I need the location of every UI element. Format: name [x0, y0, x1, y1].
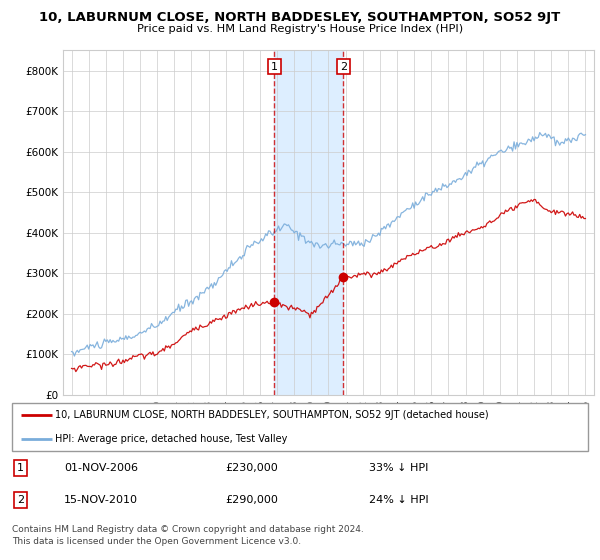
Text: 24% ↓ HPI: 24% ↓ HPI [369, 495, 429, 505]
Text: 15-NOV-2010: 15-NOV-2010 [64, 495, 138, 505]
Text: 1: 1 [271, 62, 278, 72]
FancyBboxPatch shape [12, 403, 588, 451]
Text: 33% ↓ HPI: 33% ↓ HPI [369, 463, 428, 473]
Text: 2: 2 [17, 495, 24, 505]
Text: 2: 2 [340, 62, 347, 72]
Text: £290,000: £290,000 [225, 495, 278, 505]
Bar [274, 50, 343, 395]
Text: 1: 1 [17, 463, 24, 473]
Text: 10, LABURNUM CLOSE, NORTH BADDESLEY, SOUTHAMPTON, SO52 9JT (detached house): 10, LABURNUM CLOSE, NORTH BADDESLEY, SOU… [55, 410, 489, 420]
Text: 10, LABURNUM CLOSE, NORTH BADDESLEY, SOUTHAMPTON, SO52 9JT: 10, LABURNUM CLOSE, NORTH BADDESLEY, SOU… [40, 11, 560, 24]
Text: Contains HM Land Registry data © Crown copyright and database right 2024.: Contains HM Land Registry data © Crown c… [12, 525, 364, 534]
Text: This data is licensed under the Open Government Licence v3.0.: This data is licensed under the Open Gov… [12, 538, 301, 547]
Text: 01-NOV-2006: 01-NOV-2006 [64, 463, 138, 473]
Text: Price paid vs. HM Land Registry's House Price Index (HPI): Price paid vs. HM Land Registry's House … [137, 24, 463, 34]
Text: £230,000: £230,000 [225, 463, 278, 473]
Text: HPI: Average price, detached house, Test Valley: HPI: Average price, detached house, Test… [55, 434, 287, 444]
